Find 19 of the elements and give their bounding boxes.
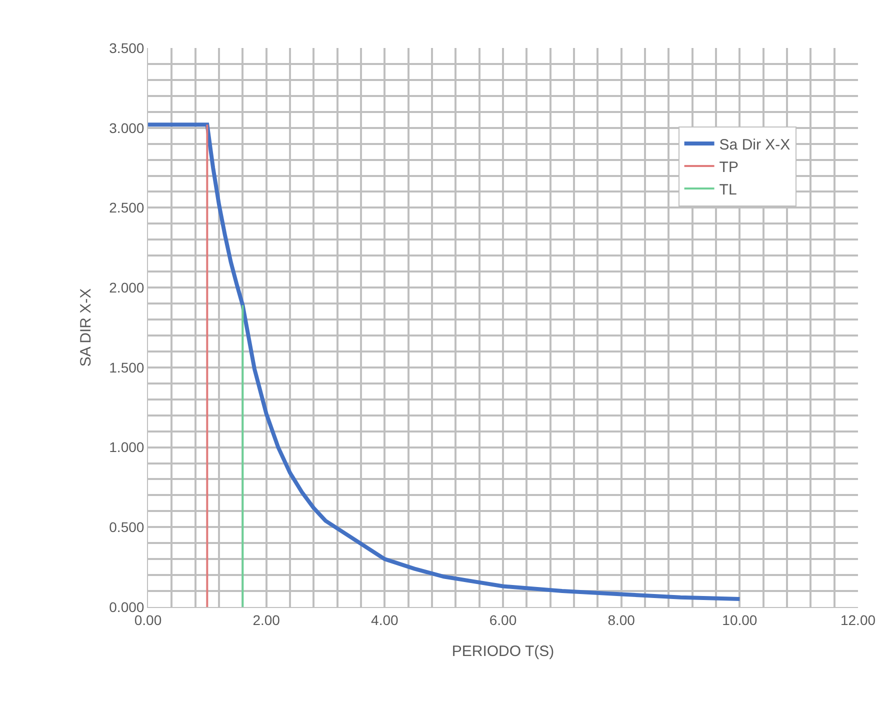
x-tick-label: 2.00 (252, 612, 280, 628)
y-tick-label: 3.000 (109, 120, 144, 136)
x-axis-title: PERIODO T(S) (452, 642, 554, 660)
x-tick-label: 4.00 (371, 612, 399, 628)
x-tick-label: 10.00 (722, 612, 758, 628)
y-tick-label: 1.500 (109, 359, 144, 376)
y-tick-label: 2.500 (109, 200, 144, 216)
y-tick-label: 0.500 (109, 519, 144, 536)
y-tick-label: 3.500 (109, 40, 144, 56)
line-series (148, 122, 742, 602)
x-tick-label: 6.00 (489, 612, 517, 628)
y-tick-label: 2.000 (109, 279, 144, 296)
legend-label: TP (719, 158, 738, 176)
y-axis-title: SA DIR X-X (77, 288, 94, 367)
legend-label: TL (719, 181, 737, 198)
x-tick-label: 12.00 (840, 612, 876, 628)
legend-label: Sa Dir X-X (719, 136, 790, 154)
y-tick-label: 1.000 (109, 439, 144, 456)
x-tick-label: 8.00 (608, 612, 636, 628)
